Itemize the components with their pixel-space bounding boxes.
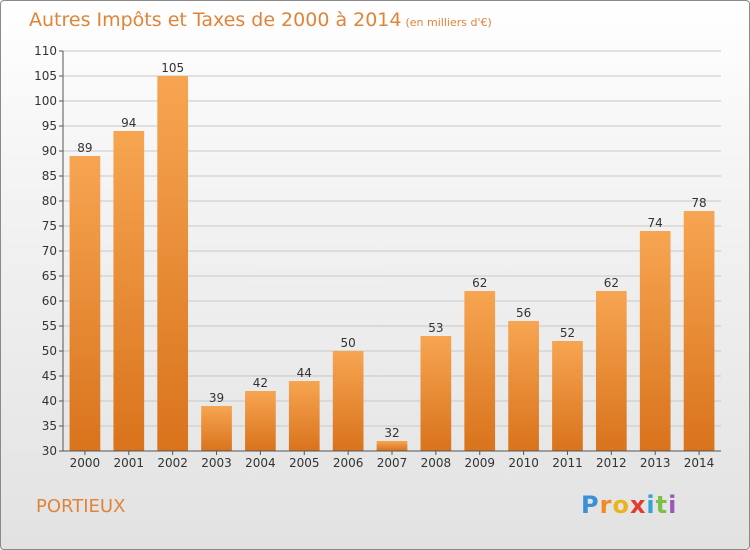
y-tick-label: 60	[42, 294, 57, 308]
x-tick-label: 2014	[684, 456, 715, 470]
x-tick-label: 2013	[640, 456, 671, 470]
bar	[288, 381, 320, 451]
bar	[508, 321, 539, 451]
bar	[113, 131, 145, 451]
y-tick-label: 95	[42, 119, 57, 133]
y-tick-label: 80	[42, 194, 57, 208]
bar-value-label: 74	[648, 216, 663, 230]
bar-value-label: 62	[604, 276, 619, 290]
x-axis: 2000 2001 2002 2003 2004 2005 2006 2007 2008 2009…	[63, 450, 721, 470]
bar-value-label: 78	[691, 196, 706, 210]
bar	[245, 391, 276, 451]
bar	[464, 291, 496, 451]
x-tick-label: 2005	[289, 456, 320, 470]
chart-title: Autres Impôts et Taxes de 2000 à 2014 (en…	[29, 9, 492, 31]
x-tick-label: 2011	[552, 456, 583, 470]
x-tick-label: 2001	[114, 456, 145, 470]
x-tick-label: 2006	[333, 456, 364, 470]
y-tick-label: 90	[42, 144, 57, 158]
bars: 89 94 105 39 42 44 50 32 53 62 56 52 62 74 78	[69, 61, 715, 451]
x-tick-label: 2008	[421, 456, 452, 470]
bar	[376, 441, 408, 451]
bar	[683, 211, 715, 451]
bar-value-label: 44	[297, 366, 312, 380]
bar-value-label: 39	[209, 391, 224, 405]
y-tick-label: 110	[34, 44, 57, 58]
bar-value-label: 62	[472, 276, 487, 290]
x-tick-label: 2002	[157, 456, 188, 470]
logo-letter: i	[668, 491, 678, 519]
logo-letter: i	[646, 491, 656, 519]
logo-letter: r	[599, 491, 613, 519]
commune-name: PORTIEUX	[36, 496, 126, 517]
y-tick-label: 100	[34, 94, 57, 108]
y-tick-label: 105	[34, 69, 57, 83]
y-tick-label: 35	[42, 419, 57, 433]
y-axis: 30 35 40 45 50 55 60 65 70 75 80 85 90 95 100 105 110	[34, 44, 64, 458]
y-tick-label: 65	[42, 269, 57, 283]
y-tick-label: 85	[42, 169, 57, 183]
x-tick-label: 2012	[596, 456, 627, 470]
x-tick-label: 2000	[70, 456, 101, 470]
bar	[552, 341, 583, 451]
bar-value-label: 105	[161, 61, 184, 75]
bar	[639, 231, 671, 451]
x-tick-label: 2009	[464, 456, 495, 470]
chart-title-text: Autres Impôts et Taxes de 2000 à 2014	[29, 9, 402, 31]
bar-value-label: 52	[560, 326, 575, 340]
y-tick-label: 40	[42, 394, 57, 408]
bar-value-label: 89	[77, 141, 92, 155]
y-tick-label: 75	[42, 219, 57, 233]
x-tick-label: 2010	[508, 456, 539, 470]
x-tick-label: 2007	[377, 456, 408, 470]
bar	[595, 291, 627, 451]
x-tick-label: 2003	[201, 456, 232, 470]
y-tick-label: 30	[42, 444, 57, 458]
y-tick-label: 70	[42, 244, 57, 258]
logo-letter: t	[655, 491, 669, 519]
bar	[420, 336, 452, 451]
bar-value-label: 94	[121, 116, 136, 130]
logo-letter: x	[629, 491, 647, 519]
bar-value-label: 50	[340, 336, 355, 350]
x-tick-label: 2004	[245, 456, 276, 470]
logo-letter: P	[581, 491, 600, 519]
y-tick-label: 45	[42, 369, 57, 383]
y-tick-label: 55	[42, 319, 57, 333]
bar-value-label: 42	[253, 376, 268, 390]
proxiti-logo[interactable]: Proxiti	[581, 491, 677, 519]
bar-value-label: 32	[384, 426, 399, 440]
bar	[69, 156, 101, 451]
chart-subtitle: (en milliers d'€)	[405, 16, 492, 29]
bar-value-label: 56	[516, 306, 531, 320]
bar	[201, 406, 232, 451]
y-tick-label: 50	[42, 344, 57, 358]
bar	[332, 351, 364, 451]
bar	[157, 76, 189, 451]
logo-letter: o	[612, 491, 630, 519]
bar-value-label: 53	[428, 321, 443, 335]
